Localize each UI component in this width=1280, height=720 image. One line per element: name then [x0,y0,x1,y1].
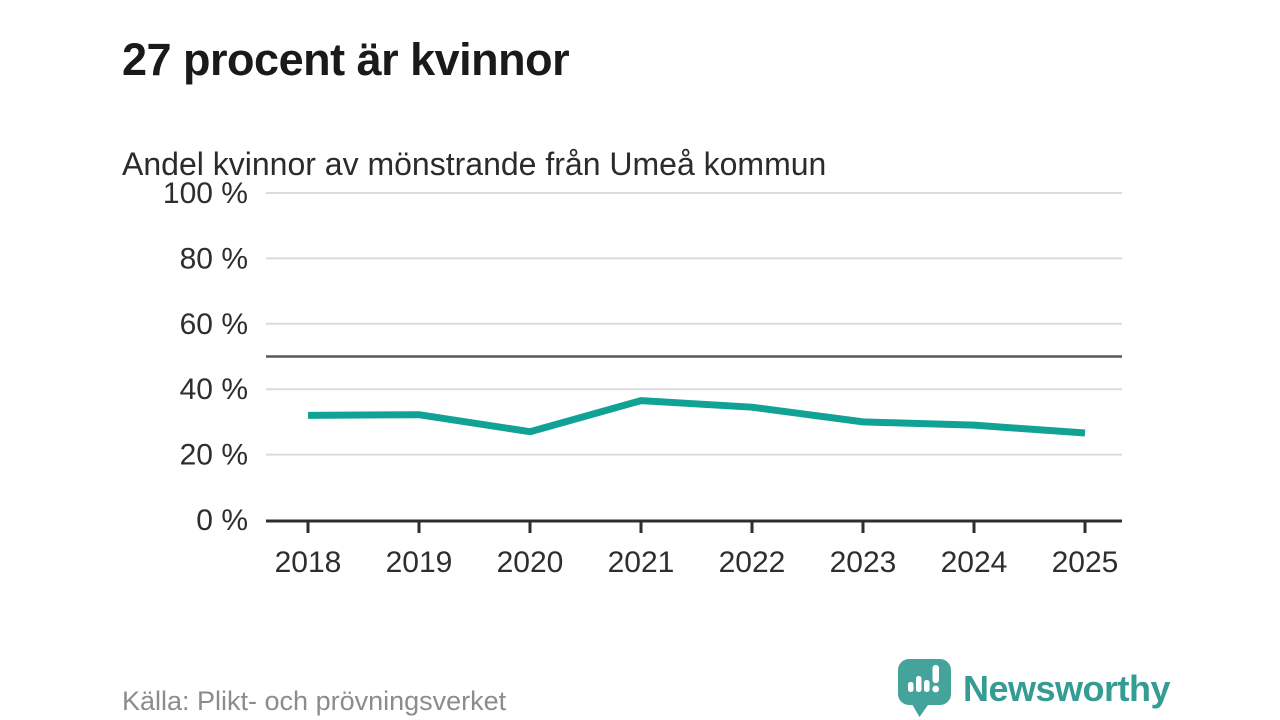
y-tick-label: 20 % [180,439,248,472]
x-tick-label: 2020 [497,546,564,579]
bar-1 [908,682,914,692]
exclamation-bar [932,665,939,683]
newsworthy-logo-icon [898,659,951,717]
y-tick-label: 0 % [196,504,248,537]
x-tick-label: 2018 [275,546,342,579]
x-tick-label: 2025 [1052,546,1119,579]
brand-name: Newsworthy [963,667,1171,709]
x-tick-label: 2021 [608,546,675,579]
y-tick-label: 60 % [180,308,248,341]
y-tick-label: 40 % [180,373,248,406]
chart-subtitle: Andel kvinnor av mönstrande från Umeå ko… [122,145,827,182]
bar-3 [924,680,930,692]
trend-line [307,397,1086,437]
x-tick-label: 2022 [719,546,786,579]
y-tick-label: 100 % [163,177,248,210]
x-tick-label: 2019 [386,546,453,579]
newsworthy-logo: Newsworthy [898,659,1171,718]
exclamation-dot [932,685,940,693]
source-credit: Källa: Plikt- och prövningsverket [122,686,507,716]
y-tick-label: 80 % [180,242,248,275]
x-tick-label: 2024 [941,546,1008,579]
bar-2 [916,676,922,692]
x-tick-label: 2023 [830,546,897,579]
page-title: 27 procent är kvinnor [122,34,570,86]
